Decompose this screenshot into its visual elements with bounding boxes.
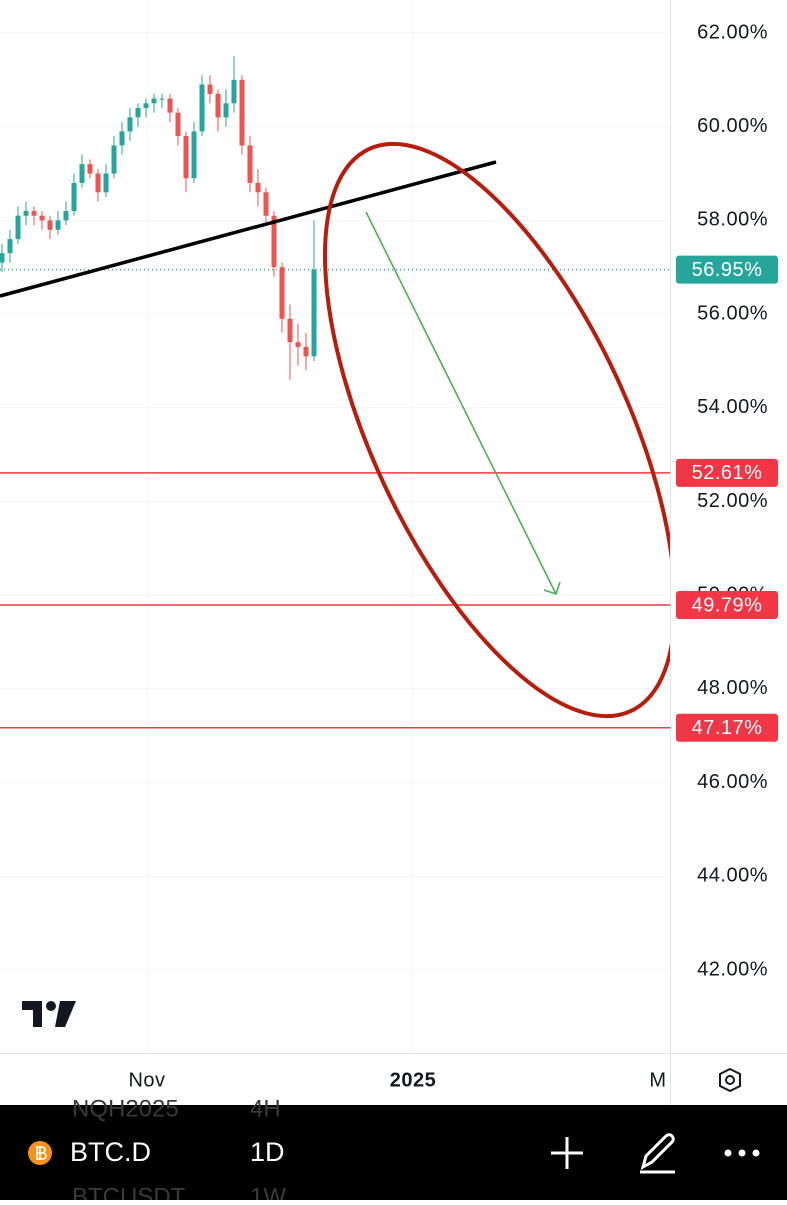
trend-line (0, 160, 497, 298)
candle-body (111, 145, 117, 174)
ghost-interval: 1W (250, 1183, 286, 1200)
ghost-symbol: NQH2025 (72, 1095, 179, 1122)
more-button[interactable] (724, 1149, 760, 1157)
symbol[interactable]: BTC.D (70, 1137, 151, 1167)
candle-body (247, 145, 253, 183)
last-price-box (676, 255, 778, 284)
level-label-box (676, 591, 778, 620)
y-tick-label: 52.00% (697, 490, 768, 512)
candle-body (135, 107, 141, 118)
candle-body (183, 136, 189, 179)
candle-body (279, 267, 285, 319)
ghost-interval: 4H (250, 1095, 281, 1122)
candle-body (255, 182, 261, 193)
candle-body (159, 98, 165, 100)
x-tick-label: M (649, 1069, 666, 1091)
candle-body (119, 131, 125, 146)
arrow (365, 211, 557, 595)
ghost-symbol: BTCUSDT (72, 1183, 186, 1200)
level-label-box (676, 713, 778, 742)
candle-body (31, 211, 37, 216)
level-label-box (676, 458, 778, 487)
toolbar (0, 1105, 787, 1200)
candle-body (103, 173, 109, 193)
y-tick-label: 46.00% (697, 771, 768, 793)
candle-body (199, 84, 205, 132)
price-axis (671, 0, 787, 1105)
candle-body (87, 164, 93, 174)
settings-button[interactable] (719, 1067, 741, 1093)
candle-body (287, 318, 293, 343)
candle-body (191, 131, 197, 179)
x-tick-label: Nov (128, 1069, 165, 1091)
draw-button[interactable] (640, 1133, 675, 1174)
candle-body (0, 253, 5, 263)
candle-body (55, 220, 61, 230)
candle-body (39, 215, 45, 221)
y-tick-label: 56.00% (697, 302, 768, 324)
y-tick-label: 44.00% (697, 865, 768, 887)
y-tick-label: 58.00% (697, 209, 768, 231)
candle-body (239, 79, 245, 146)
candle-body (215, 93, 221, 118)
level-label: 49.79% (692, 594, 763, 616)
candle-body (47, 220, 53, 230)
candle-body (7, 239, 13, 254)
y-tick-label: 54.00% (697, 396, 768, 418)
level-label: 47.17% (692, 717, 763, 739)
candle-body (223, 103, 229, 118)
x-tick-label: 2025 (390, 1069, 437, 1091)
last-price-label: 56.95% (692, 259, 763, 281)
candle-body (95, 173, 101, 193)
tv-logo (22, 1001, 76, 1027)
arrow-head (543, 581, 561, 596)
y-tick-label: 60.00% (697, 115, 768, 137)
candle-body (167, 98, 173, 113)
interval[interactable]: 1D (250, 1137, 285, 1167)
symbol-icon (28, 1141, 52, 1165)
candle-body (303, 346, 309, 357)
candle-body (151, 98, 157, 104)
y-tick-label: 42.00% (697, 958, 768, 980)
y-tick-label: 62.00% (697, 21, 768, 43)
candle-body (231, 79, 237, 104)
candle-body (71, 182, 77, 212)
candle-body (271, 215, 277, 268)
add-button[interactable] (551, 1137, 583, 1169)
candle-body (143, 103, 149, 108)
candle-body (15, 215, 21, 240)
candle-body (127, 117, 133, 132)
candle-body (295, 342, 301, 347)
candle-body (23, 211, 29, 216)
candle-body (63, 211, 69, 221)
candle-body (311, 269, 317, 357)
candle-body (207, 84, 213, 94)
candle-body (175, 112, 181, 137)
highlight-ellipse (323, 141, 677, 719)
y-tick-label: 48.00% (697, 677, 768, 699)
level-label: 52.61% (692, 462, 763, 484)
candle-body (79, 164, 85, 183)
candle-body (263, 192, 269, 216)
